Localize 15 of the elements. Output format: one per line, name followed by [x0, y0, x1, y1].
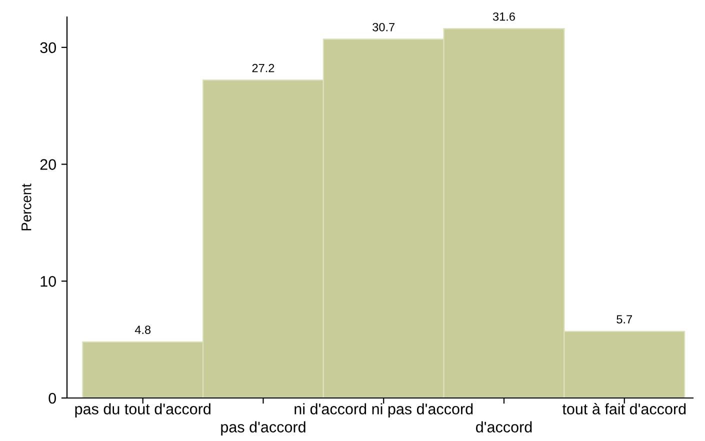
- y-tick-label: 0: [48, 392, 56, 404]
- y-tick-label: 10: [40, 276, 56, 287]
- x-tick-label: ni d'accord ni pas d'accord: [294, 403, 473, 418]
- x-tick-label: pas du tout d'accord: [75, 403, 210, 418]
- data-label: 27.2: [252, 64, 274, 72]
- y-tick-label: 30: [40, 42, 56, 54]
- x-tick-label: pas d'accord: [221, 421, 306, 436]
- y-tick-label: 20: [40, 159, 56, 170]
- data-label: 30.7: [372, 22, 395, 32]
- x-tick-label: tout à fait d'accord: [562, 403, 686, 414]
- data-label: 5.7: [616, 315, 632, 324]
- data-label: 31.6: [492, 12, 515, 21]
- data-label: 4.8: [134, 326, 151, 334]
- y-axis-title: Percent: [22, 184, 32, 230]
- x-tick-label: d'accord: [476, 421, 532, 432]
